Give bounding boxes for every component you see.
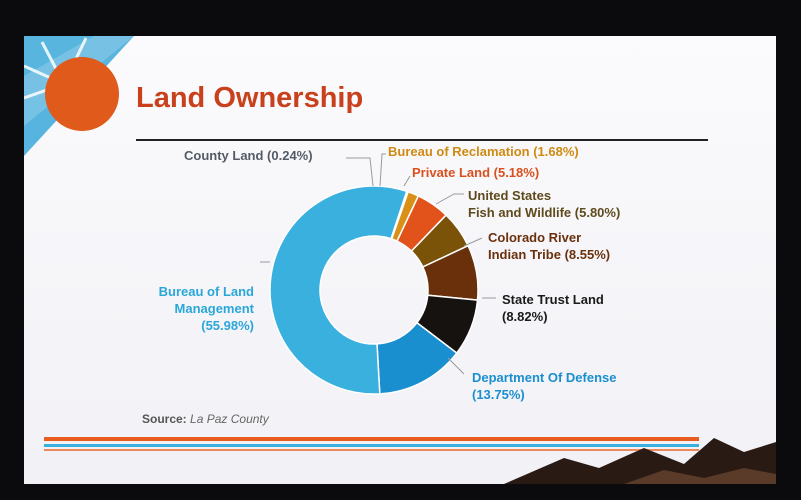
slice-label: Colorado River Indian Tribe (8.55%) [488, 230, 610, 262]
leader-line [379, 153, 386, 187]
source-value: La Paz County [190, 412, 269, 426]
leader-line [463, 237, 483, 247]
leader-line [435, 193, 464, 205]
leader-line [447, 357, 465, 375]
leader-line [403, 175, 411, 187]
slice-label: Private Land (5.18%) [412, 165, 539, 180]
slice-label: County Land (0.24%) [184, 148, 313, 163]
source-note: Source: La Paz County [142, 412, 269, 426]
slice-bureau-of-land-management [269, 185, 408, 395]
title-underline [136, 139, 708, 141]
slice-label: Department Of Defense (13.75%) [472, 370, 616, 402]
mountain-icon [504, 438, 776, 484]
slide-title: Land Ownership [136, 82, 364, 114]
slide: Land Ownership County Land (0.24%) Bureau… [24, 36, 776, 484]
slice-label: United States Fish and Wildlife (5.80%) [468, 188, 620, 220]
leader-line [346, 157, 374, 187]
donut-chart: County Land (0.24%) Bureau of Reclamation… [159, 144, 621, 402]
source-label: Source: [142, 412, 187, 426]
sun-icon [45, 57, 119, 131]
slice-label: Bureau of Reclamation (1.68%) [388, 144, 579, 159]
footer-mountains-graphic [44, 437, 776, 484]
slice-label: Bureau of Land Management (55.98%) [159, 284, 255, 333]
sun-corner-graphic [24, 36, 134, 156]
slice-label: State Trust Land (8.82%) [502, 292, 604, 324]
